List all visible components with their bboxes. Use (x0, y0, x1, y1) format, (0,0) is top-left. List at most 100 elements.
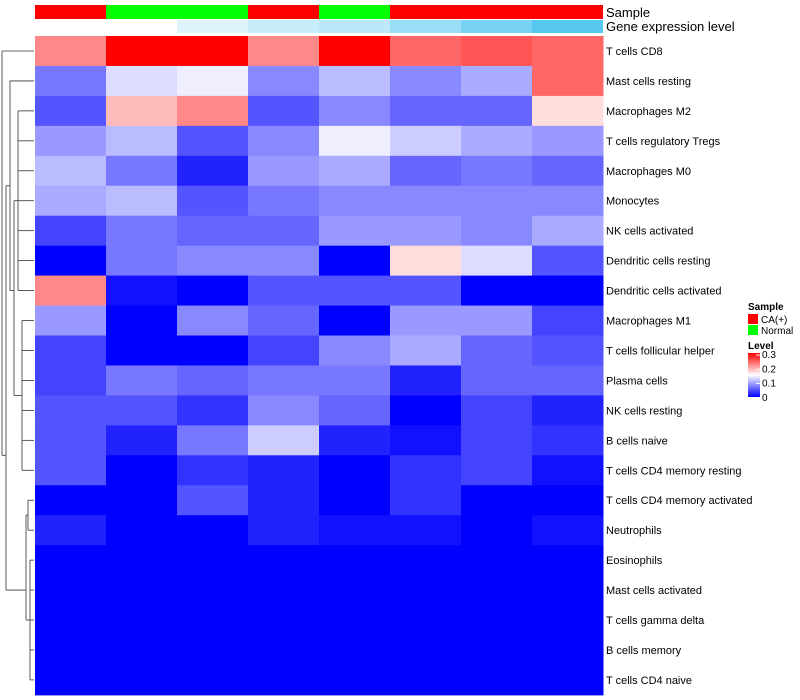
heatmap-cell (461, 575, 533, 606)
heatmap-cell (319, 365, 391, 396)
heatmap-cell (461, 664, 533, 696)
legend-sample-label: Normal (761, 326, 793, 337)
heatmap-cell (35, 485, 107, 516)
heatmap-cell (35, 425, 107, 456)
legend-level-tick-label: 0.2 (762, 364, 776, 375)
row-label: Dendritic cells resting (606, 256, 711, 268)
heatmap-cell (532, 365, 604, 396)
heatmap-cell (177, 425, 249, 456)
heatmap-cell (106, 635, 178, 666)
sample-annotation-cell (390, 5, 461, 19)
sample-annotation-cell (319, 5, 390, 19)
heatmap-cell (248, 395, 320, 426)
heatmap-cell (177, 245, 249, 277)
heatmap-cell (319, 425, 391, 456)
heatmap-cell (177, 305, 249, 336)
heatmap-cell (248, 36, 320, 67)
row-label: T cells CD4 memory activated (606, 495, 753, 507)
heatmap-cell (319, 455, 391, 486)
heatmap-cell (106, 515, 178, 546)
heatmap-cell (390, 185, 462, 217)
heatmap-cell (461, 65, 533, 97)
heatmap-cell (319, 305, 391, 336)
heatmap-cell (106, 425, 178, 456)
heatmap-cell (35, 335, 107, 366)
heatmap-cell (35, 664, 107, 696)
heatmap-cell (248, 485, 320, 516)
heatmap-cell (532, 664, 604, 696)
heatmap-cell (106, 245, 178, 277)
heatmap-cell (106, 664, 178, 696)
heatmap-cell (248, 155, 320, 187)
heatmap-cell (319, 635, 391, 666)
legend-sample-label: CA(+) (761, 315, 787, 326)
heatmap-cell (390, 275, 462, 307)
heatmap-cells (35, 36, 604, 696)
heatmap-cell (390, 664, 462, 696)
row-label: Mast cells activated (606, 585, 702, 597)
row-dendrogram (1, 50, 34, 681)
row-label: T cells CD4 memory resting (606, 465, 742, 477)
heatmap-cell (461, 425, 533, 456)
heatmap-cell (390, 545, 462, 576)
heatmap-cell (390, 95, 462, 127)
heatmap-cell (35, 635, 107, 666)
heatmap-cell (390, 455, 462, 486)
heatmap-cell (35, 545, 107, 576)
heatmap-cell (532, 605, 604, 636)
heatmap-cell (248, 185, 320, 217)
heatmap-cell (532, 65, 604, 97)
heatmap-cell (248, 575, 320, 606)
heatmap-cell (35, 245, 107, 277)
legend-level-tick-label: 0.1 (762, 379, 776, 390)
heatmap-cell (532, 95, 604, 127)
heatmap-cell (532, 635, 604, 666)
heatmap-cell (106, 395, 178, 426)
row-label: Plasma cells (606, 375, 668, 387)
heatmap-cell (177, 635, 249, 666)
heatmap-cell (319, 545, 391, 576)
heatmap-cell (106, 36, 178, 67)
row-label: T cells gamma delta (606, 615, 705, 627)
row-label: Macrophages M2 (606, 106, 691, 118)
heatmap-cell (319, 664, 391, 696)
heatmap-cell (177, 605, 249, 636)
heatmap-cell (177, 335, 249, 366)
heatmap-cell (248, 455, 320, 486)
heatmap-cell (35, 36, 107, 67)
heatmap-cell (248, 365, 320, 396)
heatmap-cell (248, 305, 320, 336)
row-label: Dendritic cells activated (606, 286, 722, 298)
heatmap-cell (248, 95, 320, 127)
heatmap-cell (177, 664, 249, 696)
legend-level-tick-label: 0.3 (762, 350, 776, 361)
heatmap-cell (106, 155, 178, 187)
heatmap-cell (248, 605, 320, 636)
row-label: Macrophages M1 (606, 316, 691, 328)
heatmap-cell (106, 485, 178, 516)
heatmap-cell (461, 485, 533, 516)
row-label: T cells follicular helper (606, 346, 715, 358)
gene-level-annotation-cell (319, 20, 390, 33)
heatmap-cell (532, 485, 604, 516)
heatmap-cell (177, 155, 249, 187)
heatmap-cell (461, 155, 533, 187)
heatmap-cell (177, 395, 249, 426)
heatmap-cell (248, 275, 320, 307)
heatmap-cell (35, 455, 107, 486)
heatmap-cell (106, 335, 178, 366)
row-label: Neutrophils (606, 525, 662, 537)
heatmap-cell (248, 545, 320, 576)
row-label: Macrophages M0 (606, 166, 691, 178)
heatmap-cell (106, 365, 178, 396)
heatmap-cell (532, 305, 604, 336)
row-label: Mast cells resting (606, 76, 691, 88)
legend-sample-swatch (748, 325, 758, 335)
row-label: Eosinophils (606, 555, 663, 567)
gene-level-annotation-cell (35, 20, 106, 33)
heatmap-cell (106, 125, 178, 157)
row-label: NK cells activated (606, 226, 693, 238)
